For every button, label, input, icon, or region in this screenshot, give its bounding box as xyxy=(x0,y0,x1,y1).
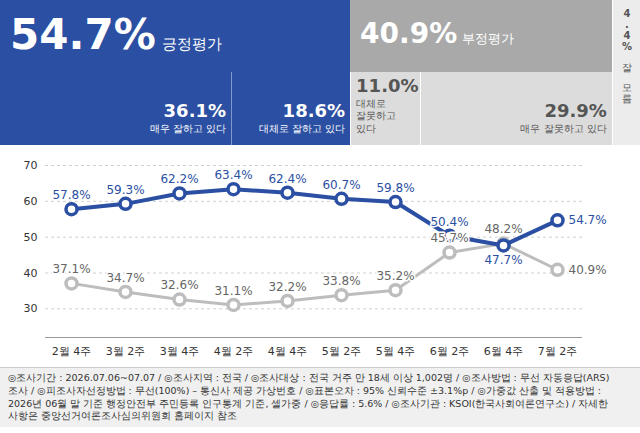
svg-text:59.3%: 59.3% xyxy=(106,183,144,197)
html-text:매우 잘하고 있다: 매우 잘하고 있다 xyxy=(149,122,226,134)
html-text:잘 모름: 잘 모름 xyxy=(621,56,633,97)
html-text:부정평가: 부정평가 xyxy=(462,31,515,46)
svg-text:40: 40 xyxy=(24,267,38,280)
svg-text:48.2%: 48.2% xyxy=(484,222,522,236)
svg-text:3월 4주: 3월 4주 xyxy=(160,345,200,358)
svg-text:7월 2주: 7월 2주 xyxy=(538,345,578,358)
svg-text:2월 4주: 2월 4주 xyxy=(52,345,92,358)
svg-text:60: 60 xyxy=(24,195,38,208)
svg-text:4월 4주: 4월 4주 xyxy=(268,345,308,358)
svg-text:37.1%: 37.1% xyxy=(52,262,90,276)
svg-text:45.7%: 45.7% xyxy=(430,231,468,245)
html-text:매우 잘못하고 있다: 매우 잘못하고 있다 xyxy=(520,122,607,134)
html-text:긍정평가: 긍정평가 xyxy=(161,35,222,53)
svg-text:62.2%: 62.2% xyxy=(160,172,198,186)
svg-text:31.1%: 31.1% xyxy=(214,284,252,298)
svg-text:34.7%: 34.7% xyxy=(106,271,144,285)
svg-text:5월 2주: 5월 2주 xyxy=(322,345,362,358)
svg-text:47.7%: 47.7% xyxy=(484,253,522,267)
svg-text:32.6%: 32.6% xyxy=(160,278,198,292)
svg-text:40.9%: 40.9% xyxy=(569,263,607,277)
html-text:대체로 잘못하고 있다: 대체로 잘못하고 있다 xyxy=(356,97,397,134)
svg-text:50.4%: 50.4% xyxy=(430,215,468,229)
svg-text:54.7%: 54.7% xyxy=(569,213,607,227)
svg-text:50: 50 xyxy=(24,231,38,244)
html-text:36.1%: 36.1% xyxy=(163,99,226,121)
svg-text:35.2%: 35.2% xyxy=(376,269,414,283)
html-text:11.0%: 11.0% xyxy=(356,74,419,96)
svg-text:59.8%: 59.8% xyxy=(376,181,414,195)
svg-text:70: 70 xyxy=(24,159,38,172)
html-text:대체로 잘하고 있다: 대체로 잘하고 있다 xyxy=(258,122,346,134)
svg-text:5월 4주: 5월 4주 xyxy=(376,345,416,358)
svg-text:63.4%: 63.4% xyxy=(214,168,252,182)
svg-text:62.4%: 62.4% xyxy=(268,172,306,186)
svg-text:30: 30 xyxy=(24,302,38,315)
html-text:54.7%: 54.7% xyxy=(10,10,156,59)
html-text:29.9%: 29.9% xyxy=(544,99,607,121)
svg-text:6월 4주: 6월 4주 xyxy=(484,345,524,358)
svg-text:32.2%: 32.2% xyxy=(268,280,306,294)
svg-text:4월 2주: 4월 2주 xyxy=(214,345,254,358)
svg-text:57.8%: 57.8% xyxy=(52,188,90,202)
svg-text:60.7%: 60.7% xyxy=(322,178,360,192)
svg-text:3월 2주: 3월 2주 xyxy=(106,345,146,358)
svg-text:6월 2주: 6월 2주 xyxy=(430,345,470,358)
html-text:18.6%: 18.6% xyxy=(282,99,346,121)
html-text:40.9%: 40.9% xyxy=(360,17,458,50)
svg-text:33.8%: 33.8% xyxy=(322,274,360,288)
html-text:4.4%: 4.4% xyxy=(621,8,633,52)
html-text:◎조사기간 : 2026.07.06~07.07 / ◎조사: ◎조사기간 : 2026.07.06~07.07 / ◎조사지역 : 전국 / … xyxy=(8,372,610,422)
